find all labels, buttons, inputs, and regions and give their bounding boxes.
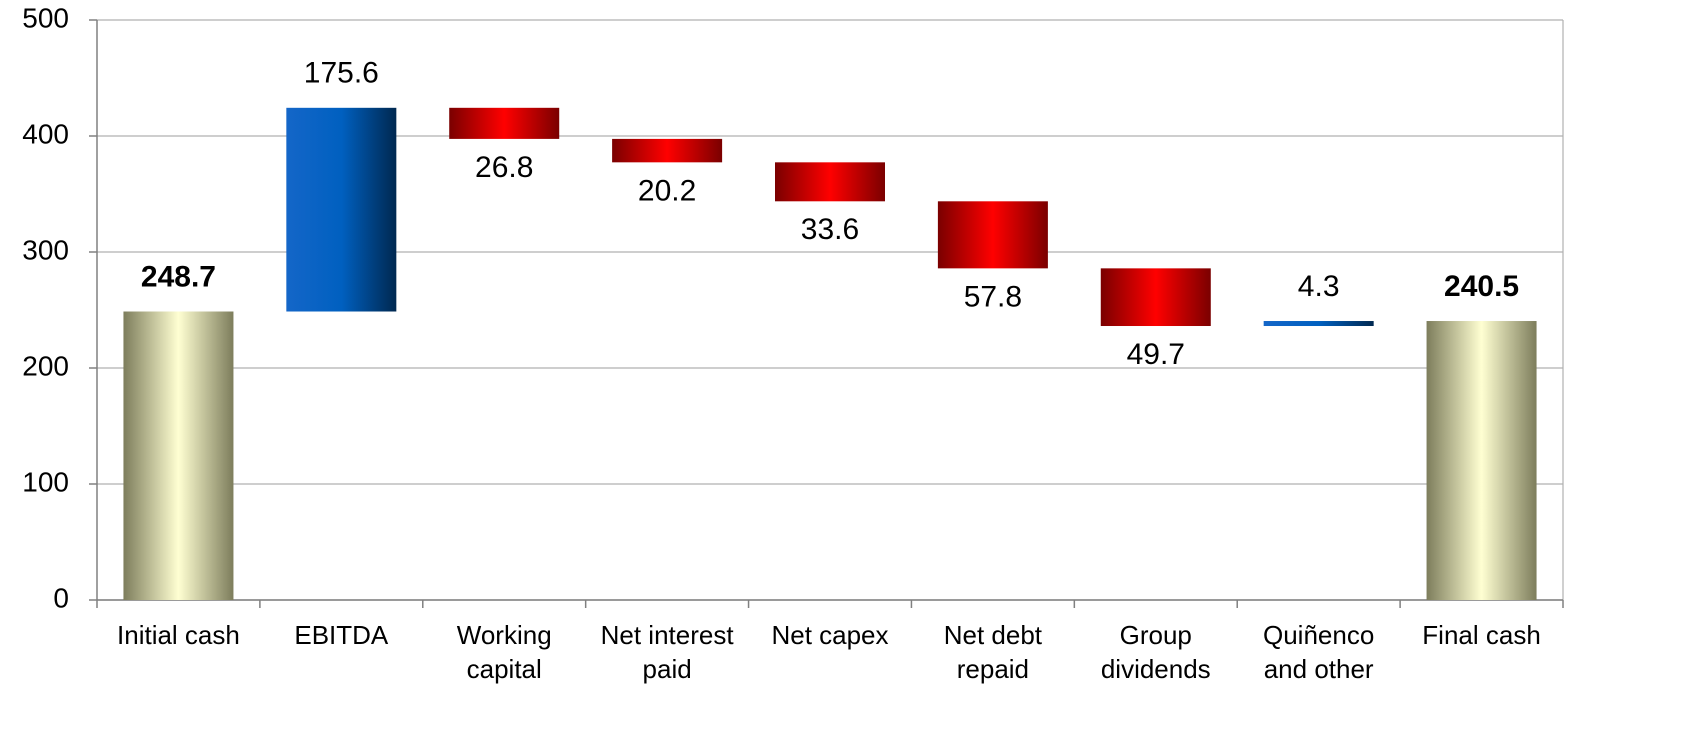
bar xyxy=(1263,321,1374,327)
x-tick-label: Working capital xyxy=(456,620,552,684)
y-tick-label: 200 xyxy=(22,350,69,381)
x-tick-label: EBITDA xyxy=(294,620,389,650)
bar xyxy=(1426,321,1537,600)
x-tick-label: Group dividends xyxy=(1100,620,1211,684)
bar xyxy=(612,138,723,163)
data-label: 4.3 xyxy=(1298,270,1340,303)
y-tick-label: 500 xyxy=(22,2,69,33)
bar xyxy=(775,162,885,202)
bar xyxy=(123,311,234,600)
data-label: 20.2 xyxy=(638,174,696,207)
x-tick-label: Final cash xyxy=(1422,620,1541,650)
bar xyxy=(937,201,1048,269)
x-tick-label: Net interest paid xyxy=(600,620,734,684)
data-label: 240.5 xyxy=(1444,270,1519,303)
y-tick-label: 100 xyxy=(22,466,69,497)
data-label: 175.6 xyxy=(304,57,379,90)
x-tick-label: Net capex xyxy=(771,620,889,650)
x-tick-label: Net debt repaid xyxy=(943,620,1043,684)
x-tick-label: Quiñenco and other xyxy=(1263,620,1375,684)
bar xyxy=(1100,268,1211,327)
y-tick-label: 400 xyxy=(22,118,69,149)
bar xyxy=(286,107,397,312)
data-label: 49.7 xyxy=(1127,338,1185,371)
data-label: 57.8 xyxy=(964,280,1022,313)
data-label: 33.6 xyxy=(801,213,859,246)
x-tick-label: Initial cash xyxy=(117,620,240,650)
y-tick-label: 0 xyxy=(53,582,69,613)
data-label: 248.7 xyxy=(141,260,216,293)
bar xyxy=(449,107,560,139)
data-label: 26.8 xyxy=(475,151,533,184)
y-tick-label: 300 xyxy=(22,234,69,265)
